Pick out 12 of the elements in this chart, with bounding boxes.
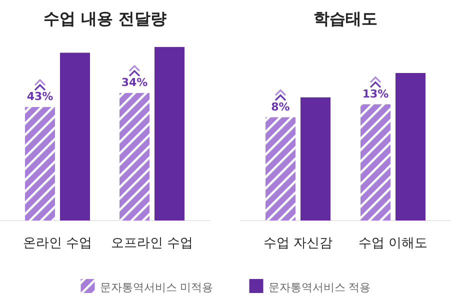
x-tick-label: 수업 자신감 (263, 236, 333, 251)
x-tick-label: 수업 이해도 (358, 236, 428, 251)
x-tick-label: 온라인 수업 (22, 236, 92, 251)
annotation: 43% (26, 90, 54, 104)
legend-label: 문자통역서비스 적용 (268, 281, 371, 294)
legend-label: 문자통역서비스 미적용 (100, 281, 214, 294)
x-tick-label: 오프라인 수업 (110, 236, 194, 251)
annotation: 8% (271, 100, 290, 114)
annotation: 13% (362, 87, 389, 100)
chart-title: 수업 내용 전달량 (43, 9, 167, 28)
chart-title: 학습태도 (314, 9, 378, 28)
annotation: 34% (121, 76, 148, 89)
